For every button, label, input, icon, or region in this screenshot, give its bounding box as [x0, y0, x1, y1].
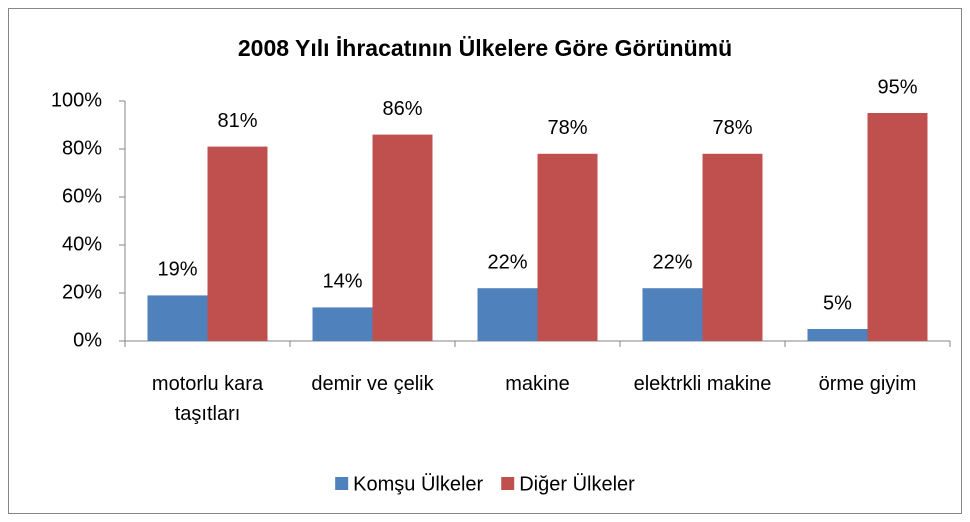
bar: [807, 329, 868, 341]
bar: [372, 134, 433, 341]
x-tick-label: elektrkli makine: [634, 373, 772, 395]
bar: [477, 288, 538, 341]
bar: [147, 295, 208, 341]
data-label: 81%: [217, 110, 257, 132]
y-tick-label: 0%: [73, 329, 102, 351]
x-tick-label: örme giyim: [819, 373, 917, 395]
x-tick-label: motorlu kara taşıtları: [152, 373, 264, 425]
legend-swatch: [501, 477, 515, 490]
data-label: 22%: [652, 251, 692, 273]
legend-label: Komşu Ülkeler: [353, 473, 483, 495]
y-tick-label: 20%: [62, 281, 102, 303]
bar: [312, 307, 373, 341]
data-label: 95%: [877, 76, 917, 98]
x-tick-label: demir ve çelik: [311, 373, 434, 395]
chart-border: [8, 8, 962, 514]
data-label: 78%: [712, 117, 752, 139]
x-tick-label: makine: [505, 373, 569, 395]
data-label: 78%: [547, 117, 587, 139]
data-label: 14%: [322, 271, 362, 293]
y-tick-label: 40%: [62, 233, 102, 255]
legend-swatch: [335, 477, 349, 490]
data-label: 22%: [487, 251, 527, 273]
bar: [867, 113, 928, 341]
bar: [537, 153, 598, 341]
bar: [642, 288, 703, 341]
data-label: 19%: [157, 259, 197, 281]
data-label: 5%: [823, 292, 852, 314]
y-tick-label: 80%: [62, 137, 102, 159]
y-tick-label: 60%: [62, 185, 102, 207]
legend-label: Diğer Ülkeler: [519, 473, 635, 495]
y-tick-label: 100%: [51, 89, 102, 111]
bar: [207, 146, 268, 341]
data-label: 86%: [382, 98, 422, 120]
chart-title: 2008 Yılı İhracatının Ülkelere Göre Görü…: [238, 35, 732, 61]
bar: [702, 153, 763, 341]
